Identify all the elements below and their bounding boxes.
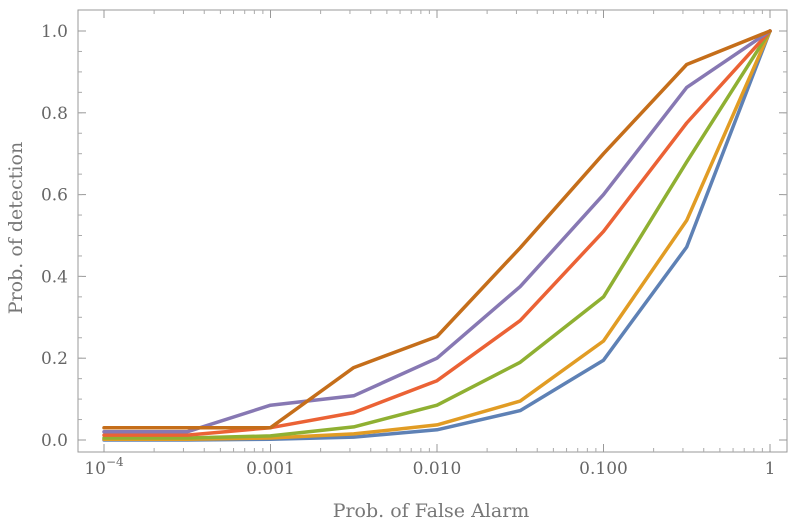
x-axis-label: Prob. of False Alarm	[333, 500, 530, 522]
y-axis-label: Prob. of detection	[5, 142, 27, 314]
y-tick-label: 0.0	[41, 431, 68, 451]
x-tick-label: 0.001	[246, 459, 295, 479]
y-tick-label: 0.8	[41, 104, 68, 124]
x-tick-label-exponent: −4	[106, 455, 124, 469]
y-tick-label: 1.0	[41, 22, 68, 42]
plot-frame	[77, 9, 788, 453]
axis-ticks	[78, 10, 787, 452]
x-tick-label-base: 10	[84, 459, 106, 479]
x-tick-label: 0.100	[579, 459, 628, 479]
series-line-series-4	[102, 29, 772, 437]
series-line-series-5	[102, 29, 772, 434]
y-tick-label: 0.2	[41, 349, 68, 369]
x-tick-label: 0.010	[413, 459, 462, 479]
series-line-series-6	[102, 29, 772, 430]
series-line-series-3	[102, 29, 772, 440]
x-tick-label: 1	[765, 459, 776, 479]
y-tick-label: 0.4	[41, 267, 68, 287]
x-tick-label: 10−4	[84, 455, 124, 479]
series-group	[102, 29, 772, 442]
tick-labels: 10−4 0.001 0.010 0.100 1 0.0 0.2 0.4 0.6 0.8 1.0	[41, 22, 775, 479]
series-line-series-2	[102, 29, 772, 441]
y-tick-label: 0.6	[41, 186, 68, 206]
